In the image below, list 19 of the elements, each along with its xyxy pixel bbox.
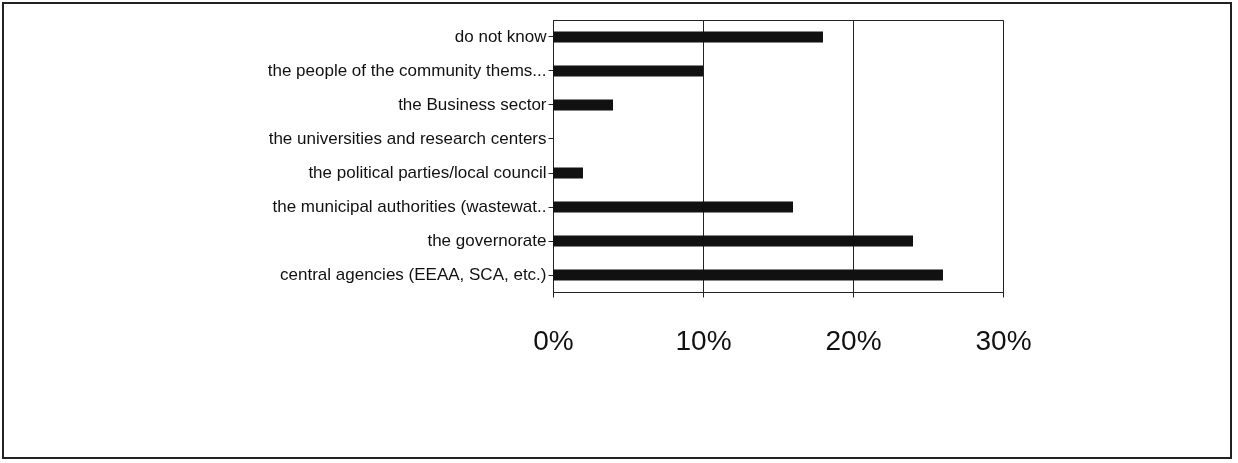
bar [553, 269, 943, 281]
bar [553, 65, 703, 77]
x-tick-label: 10% [675, 324, 732, 356]
y-tick-label: the governorate [427, 231, 547, 250]
y-tick-label: do not know [454, 27, 548, 46]
bar [553, 99, 613, 111]
y-tick-label: the municipal authorities (wastewat.. [272, 197, 547, 216]
y-tick-label: the Business sector [398, 95, 547, 114]
x-tick-label: 30% [975, 324, 1032, 356]
bar [553, 31, 823, 43]
bar [553, 235, 913, 247]
y-tick-label: the political parties/local council [308, 163, 547, 182]
y-tick-label: central agencies (EEAA, SCA, etc.) [280, 265, 547, 284]
y-tick-label: the universities and research centers [268, 129, 547, 148]
bar [553, 201, 793, 213]
bar [553, 167, 583, 179]
x-tick-label: 0% [533, 324, 574, 356]
y-tick-label: the people of the community thems... [267, 61, 547, 80]
x-tick-label: 20% [825, 324, 882, 356]
